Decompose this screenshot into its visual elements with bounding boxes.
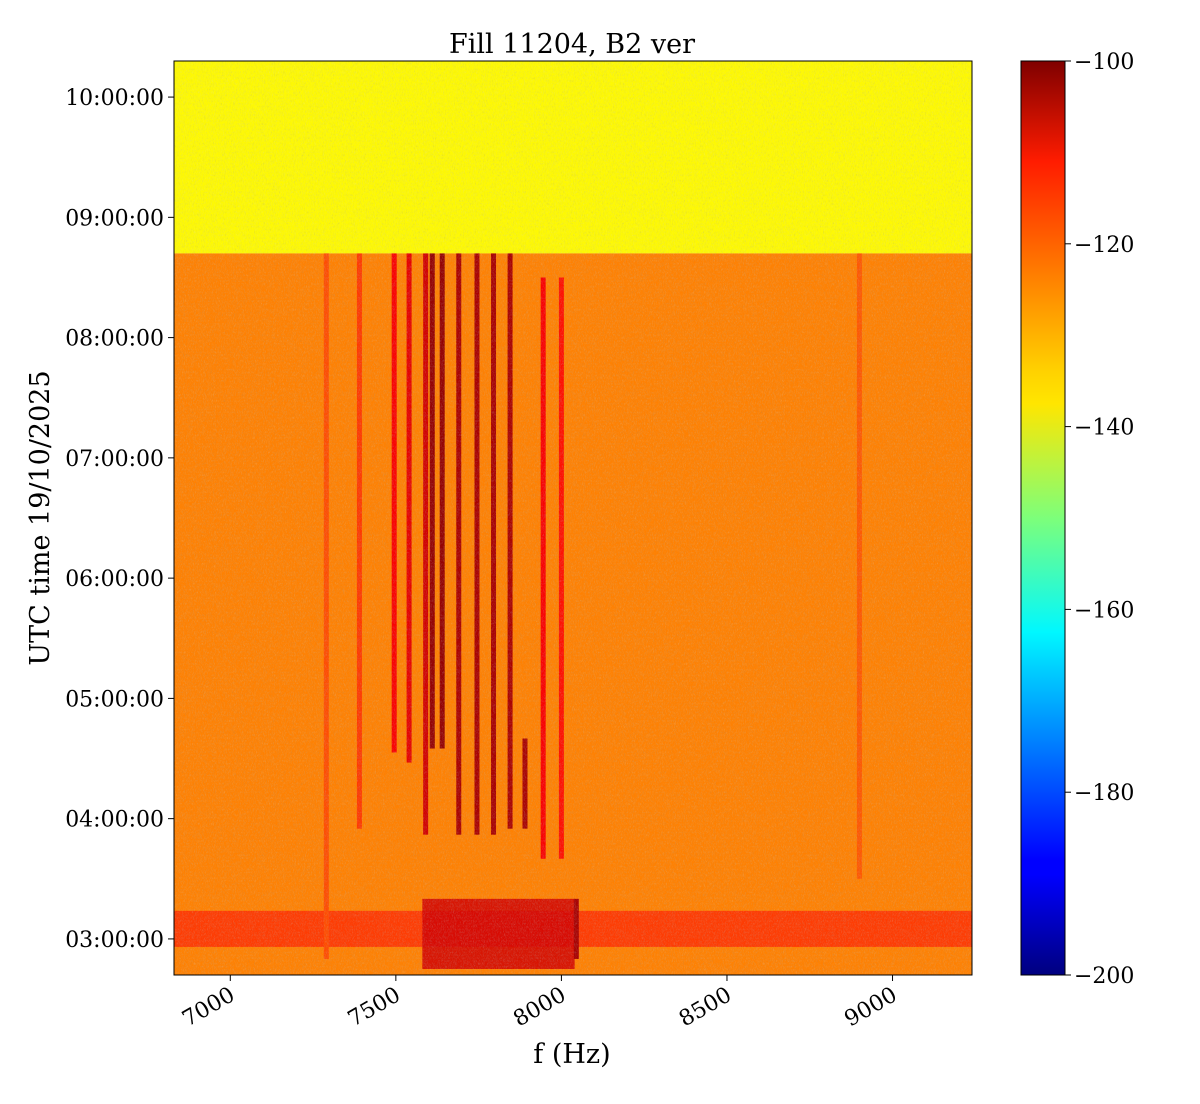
x-tick-label: 8000 (509, 983, 570, 1033)
x-tick-label: 7500 (344, 983, 405, 1033)
y-tick-label: 03:00:00 (65, 928, 164, 953)
y-tick-label: 09:00:00 (65, 206, 164, 231)
colorbar-axis: −100 −120 −140 −160 −180 −200 (1065, 50, 1134, 989)
x-tick-label: 9000 (841, 983, 902, 1033)
y-tick-label: 06:00:00 (65, 567, 164, 592)
colorbar (1020, 60, 1066, 976)
x-axis: 7000 7500 8000 8500 9000 (178, 975, 902, 1033)
y-axis: 03:00:00 04:00:00 05:00:00 06:00:00 07:00:00… (65, 86, 174, 953)
y-tick-label: 08:00:00 (65, 327, 164, 352)
y-tick-label: 05:00:00 (65, 687, 164, 712)
plot-frame (173, 60, 973, 976)
colorbar-tick-label: −140 (1074, 416, 1134, 441)
chart-title: Fill 11204, B2 ver (449, 29, 695, 60)
y-tick-label: 07:00:00 (65, 447, 164, 472)
x-axis-label: f (Hz) (533, 1039, 610, 1070)
colorbar-tick-label: −180 (1074, 781, 1134, 806)
colorbar-tick-label: −100 (1074, 50, 1134, 75)
x-tick-label: 8500 (675, 983, 736, 1033)
x-tick-label: 7000 (178, 983, 239, 1033)
colorbar-tick-label: −200 (1074, 964, 1134, 989)
colorbar-tick-label: −160 (1074, 598, 1134, 623)
y-tick-label: 04:00:00 (65, 808, 164, 833)
y-axis-label: UTC time 19/10/2025 (25, 370, 56, 665)
y-tick-label: 10:00:00 (65, 86, 164, 111)
colorbar-tick-label: −120 (1074, 233, 1134, 258)
noise-overlay (174, 61, 972, 975)
